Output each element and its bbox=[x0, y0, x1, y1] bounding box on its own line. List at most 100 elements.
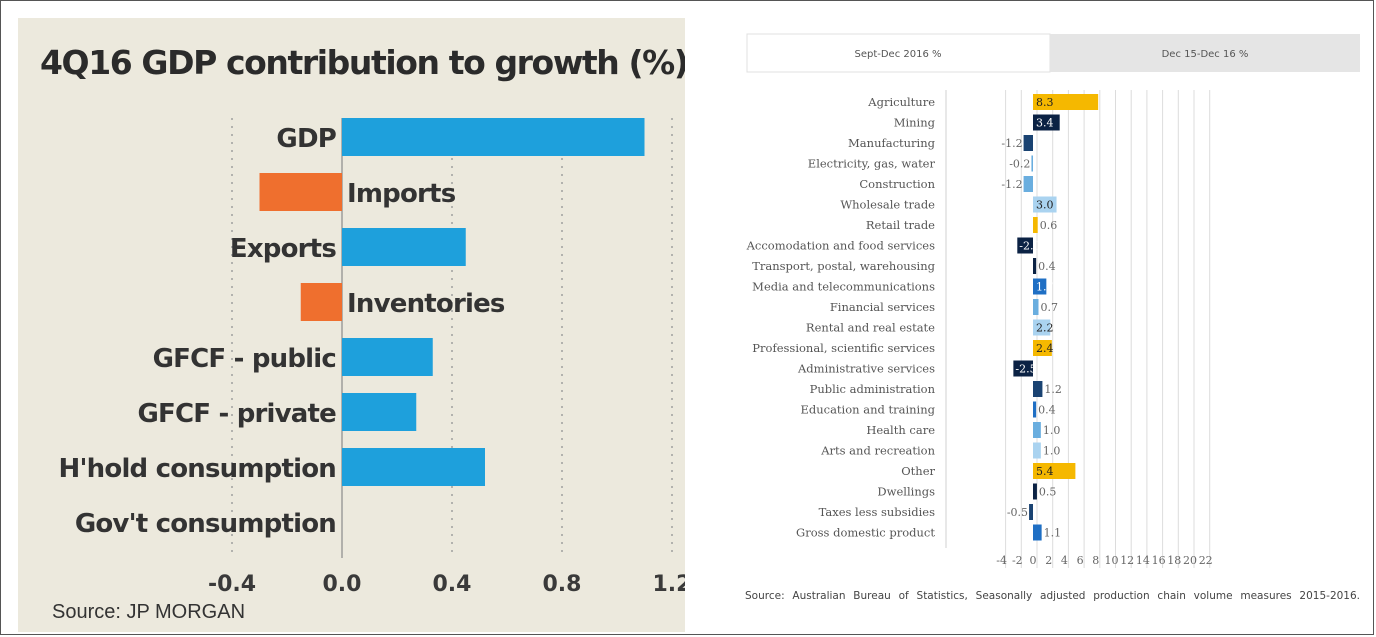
x-tick-label: 0.4 bbox=[433, 572, 472, 597]
value-label: 3.0 bbox=[1036, 199, 1054, 212]
category-label: Gov't consumption bbox=[75, 509, 336, 539]
tab-dec15-dec16[interactable] bbox=[1050, 34, 1360, 72]
value-label: 1.2 bbox=[1044, 383, 1062, 396]
bar-construction bbox=[1023, 176, 1033, 192]
x-tick-label: 2 bbox=[1045, 554, 1052, 567]
chart-title: 4Q16 GDP contribution to growth (%) bbox=[40, 43, 685, 82]
category-label: Arts and recreation bbox=[820, 444, 935, 458]
value-label: 0.5 bbox=[1039, 486, 1057, 499]
x-tick-labels: -0.4 0.0 0.4 0.8 1.2 bbox=[208, 572, 685, 597]
category-label: Public administration bbox=[810, 382, 936, 396]
x-tick-label: 18 bbox=[1167, 554, 1181, 567]
category-label: Professional, scientific services bbox=[752, 341, 935, 355]
value-label: -2.5 bbox=[1015, 363, 1036, 376]
gdp-contribution-chart: 4Q16 GDP contribution to growth (%) GDP I… bbox=[18, 18, 685, 632]
bar-imports bbox=[259, 173, 342, 211]
bars bbox=[259, 118, 645, 541]
category-label: Mining bbox=[894, 116, 936, 130]
category-label: Health care bbox=[866, 423, 935, 437]
x-tick-label: 6 bbox=[1077, 554, 1084, 567]
bar-retail-trade bbox=[1033, 217, 1038, 233]
value-label: -1.2 bbox=[1001, 137, 1022, 150]
bar-taxes-less-subsidies bbox=[1029, 504, 1033, 520]
value-label: 3.4 bbox=[1036, 117, 1054, 130]
bar-rental-and-real-estate bbox=[1033, 319, 1051, 336]
category-label: Dwellings bbox=[877, 485, 935, 499]
x-tick-labels: -4 -2 0 2 4 6 8 10 12 14 16 18 20 22 bbox=[996, 554, 1212, 567]
category-label: Administrative services bbox=[797, 362, 935, 376]
category-label: Electricity, gas, water bbox=[808, 157, 936, 171]
value-labels: 8.3 3.4 -1.2 -0.2 -1.2 3.0 0.6-2.0 0.4 1.7 0.7 2.2… bbox=[1001, 96, 1062, 540]
x-tick-label: 14 bbox=[1136, 554, 1150, 567]
bar-public-administration bbox=[1033, 381, 1043, 397]
category-label: Taxes less subsidies bbox=[819, 505, 936, 519]
tab-sept-dec-2016-label: Sept-Dec 2016 % bbox=[854, 49, 941, 60]
bar-gross-domestic-product bbox=[1033, 524, 1042, 541]
industry-growth-chart: Sept-Dec 2016 % Dec 15-Dec 16 % 8.3 3.4 -1… bbox=[700, 0, 1376, 637]
x-tick-label: 20 bbox=[1183, 554, 1197, 567]
x-tick-label: 12 bbox=[1120, 554, 1134, 567]
value-label: 5.4 bbox=[1036, 465, 1054, 478]
bar-agriculture bbox=[1033, 94, 1099, 110]
category-label: Accomodation and food services bbox=[746, 239, 935, 253]
tab-dec15-dec16-label: Dec 15-Dec 16 % bbox=[1162, 49, 1249, 60]
category-label: Media and telecommunications bbox=[752, 280, 935, 294]
value-label: 1.0 bbox=[1043, 424, 1061, 437]
category-label: Agriculture bbox=[867, 95, 935, 109]
bars bbox=[1013, 94, 1099, 541]
category-label: Inventories bbox=[347, 289, 505, 319]
value-label: -0.2 bbox=[1009, 158, 1030, 171]
value-label: 1.7 bbox=[1036, 281, 1054, 294]
value-label: 0.4 bbox=[1038, 260, 1056, 273]
category-label: Financial services bbox=[830, 300, 935, 314]
value-label: 0.4 bbox=[1038, 404, 1056, 417]
grid-lines bbox=[945, 90, 1211, 568]
value-label: 8.3 bbox=[1036, 96, 1054, 109]
bar-transport-postal-warehousing bbox=[1033, 258, 1037, 274]
category-label: Transport, postal, warehousing bbox=[752, 259, 935, 273]
category-label: Retail trade bbox=[866, 218, 935, 232]
category-label: Education and training bbox=[800, 403, 935, 417]
bar-gdp bbox=[342, 118, 645, 156]
value-label: 1.1 bbox=[1044, 527, 1062, 540]
bar-manufacturing bbox=[1023, 135, 1033, 151]
bar-professional-scientific-services bbox=[1033, 340, 1052, 356]
x-tick-label: 16 bbox=[1152, 554, 1166, 567]
category-label: Construction bbox=[859, 177, 935, 191]
bar-electricity-gas-water bbox=[1031, 155, 1033, 172]
bar-media-and-telecommunications bbox=[1033, 278, 1047, 295]
category-label: Imports bbox=[347, 179, 456, 209]
x-tick-label: 1.2 bbox=[653, 572, 685, 597]
x-tick-label: 10 bbox=[1105, 554, 1119, 567]
bar-administrative-services bbox=[1013, 360, 1033, 377]
bar-accomodation-and-food-services bbox=[1017, 237, 1033, 254]
gdp-contribution-chart-svg: 4Q16 GDP contribution to growth (%) GDP I… bbox=[40, 43, 685, 623]
value-label: 1.0 bbox=[1043, 445, 1061, 458]
category-label: Other bbox=[901, 464, 935, 478]
category-label: H'hold consumption bbox=[59, 454, 336, 484]
value-label: 0.6 bbox=[1040, 219, 1058, 232]
bar-health-care bbox=[1033, 422, 1041, 438]
industry-growth-chart-svg: Sept-Dec 2016 % Dec 15-Dec 16 % 8.3 3.4 -1… bbox=[746, 33, 1360, 568]
category-label: Rental and real estate bbox=[806, 321, 935, 335]
bar-exports bbox=[342, 228, 466, 266]
value-label: 2.2 bbox=[1036, 322, 1054, 335]
source-note: Source: Australian Bureau of Statistics,… bbox=[745, 591, 1360, 602]
bar-inventories bbox=[300, 283, 342, 321]
x-tick-label: 0.8 bbox=[543, 572, 582, 597]
value-label: -1.2 bbox=[1001, 178, 1022, 191]
bar-arts-and-recreation bbox=[1033, 442, 1041, 459]
category-labels: GDP Imports Exports Inventories GFCF - publi… bbox=[59, 124, 506, 539]
x-tick-label: 0 bbox=[1030, 554, 1037, 567]
bar-wholesale-trade bbox=[1033, 196, 1057, 213]
x-tick-label: -4 bbox=[996, 554, 1007, 567]
source-text: Source: Australian Bureau of Statistics,… bbox=[745, 590, 1360, 602]
bar-education-and-training bbox=[1033, 401, 1037, 418]
category-label: GDP bbox=[276, 124, 336, 154]
tab-sept-dec-2016[interactable] bbox=[746, 33, 1051, 73]
bar-financial-services bbox=[1033, 299, 1039, 315]
source-note: Source: JP MORGAN bbox=[52, 601, 245, 623]
value-label: -0.5 bbox=[1007, 506, 1028, 519]
category-label: Exports bbox=[230, 234, 336, 264]
